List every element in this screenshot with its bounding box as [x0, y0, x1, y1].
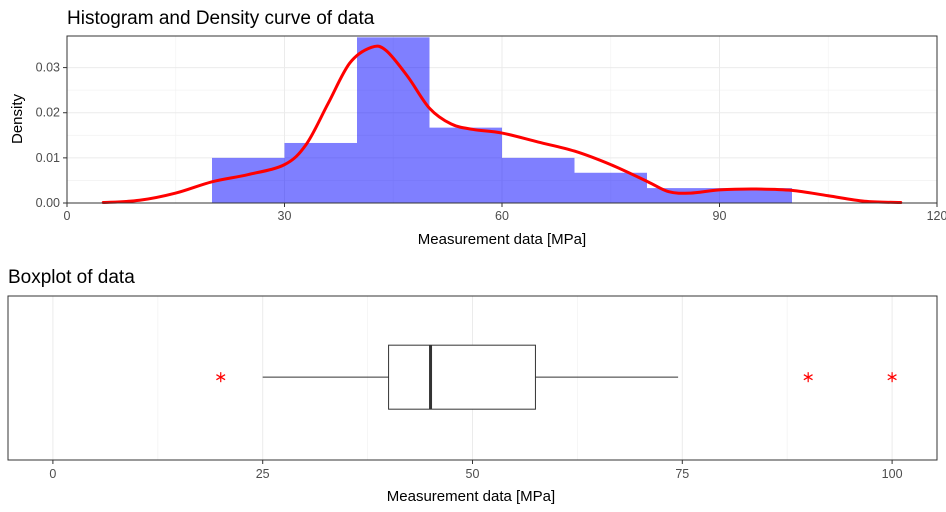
boxplot-x-tick-label: 25: [256, 467, 270, 481]
histogram-y-tick-label: 0.01: [36, 151, 60, 165]
histogram-axes: 0 30 60 90 120 0.00 0.01 0.02 0.03: [36, 61, 946, 223]
boxplot-outlier-point: [216, 372, 226, 383]
histogram-y-tick-label: 0.00: [36, 196, 60, 210]
histogram-x-tick-label: 30: [278, 209, 292, 223]
density-curve: [101, 44, 903, 205]
histogram-bar-2: [284, 142, 357, 203]
histogram-y-tick-label: 0.03: [36, 61, 60, 75]
boxplot-axes: 0 25 50 75 100: [49, 460, 903, 481]
histogram-bar-6: [574, 172, 647, 203]
histogram-x-tick-label: 0: [64, 209, 71, 223]
histogram-bars: [212, 37, 792, 204]
boxplot-box: [388, 344, 536, 410]
boxplot-title: Boxplot of data: [8, 267, 135, 288]
histogram-x-tick-label: 60: [495, 209, 509, 223]
boxplot-x-tick-label: 0: [49, 467, 56, 481]
histogram-bar-5: [502, 157, 575, 203]
histogram-bar-3: [357, 37, 430, 204]
boxplot-marks: [216, 344, 897, 410]
boxplot-outlier-point: [803, 372, 813, 383]
boxplot-chart: Boxplot of data 0 25 50 75 100 Measurement d…: [7, 267, 938, 505]
histogram-x-axis-title: Measurement data [MPa]: [418, 231, 586, 248]
boxplot-x-tick-label: 50: [466, 467, 480, 481]
histogram-x-tick-label: 120: [927, 209, 946, 223]
boxplot-outlier-point: [887, 372, 897, 383]
histogram-y-tick-label: 0.02: [36, 106, 60, 120]
histogram-x-tick-label: 90: [713, 209, 727, 223]
histogram-chart: Histogram and Density curve of data 0 30 6…: [9, 8, 946, 248]
histogram-bar-4: [429, 127, 502, 203]
histogram-bar-8: [719, 188, 792, 203]
boxplot-x-tick-label: 75: [675, 467, 689, 481]
histogram-title: Histogram and Density curve of data: [67, 8, 375, 29]
histogram-y-axis-title: Density: [9, 93, 26, 144]
boxplot-x-axis-title: Measurement data [MPa]: [387, 488, 555, 505]
boxplot-x-tick-label: 100: [882, 467, 903, 481]
